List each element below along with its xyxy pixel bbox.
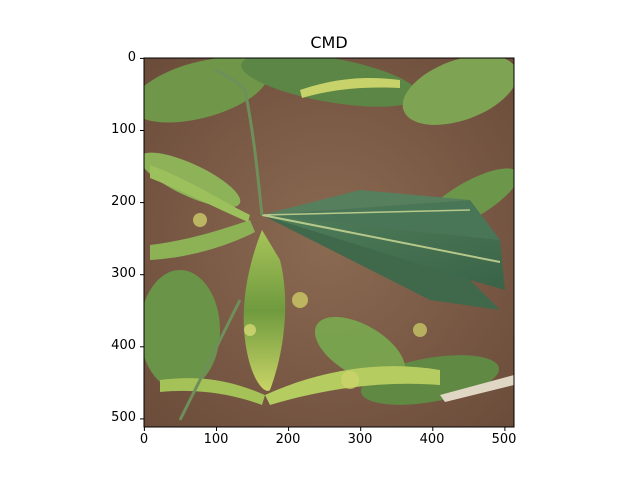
mosaic-leaflets [150, 78, 440, 405]
x-tick-label-0: 0 [139, 432, 149, 447]
y-tick-label-0: 0 [127, 50, 136, 65]
x-tick-label-300: 300 [347, 432, 373, 447]
axes-frame [143, 57, 515, 428]
y-tick-label-300: 300 [111, 266, 136, 281]
main-leaf [261, 190, 505, 310]
y-ticks [140, 57, 144, 420]
x-tick-label-200: 200 [275, 432, 301, 447]
x-ticks [143, 427, 506, 431]
leaf-photo [144, 58, 514, 427]
y-tick-label-500: 500 [111, 410, 136, 425]
x-tick-label-400: 400 [419, 432, 445, 447]
image-title: CMD [310, 33, 348, 52]
y-tick-label-100: 100 [111, 122, 136, 137]
x-tick-label-100: 100 [203, 432, 229, 447]
y-tick-label-200: 200 [111, 194, 136, 209]
stems [178, 68, 264, 421]
y-tick-label-400: 400 [111, 338, 136, 353]
x-tick-label-500: 500 [491, 432, 517, 447]
dry-leaf [440, 375, 514, 402]
